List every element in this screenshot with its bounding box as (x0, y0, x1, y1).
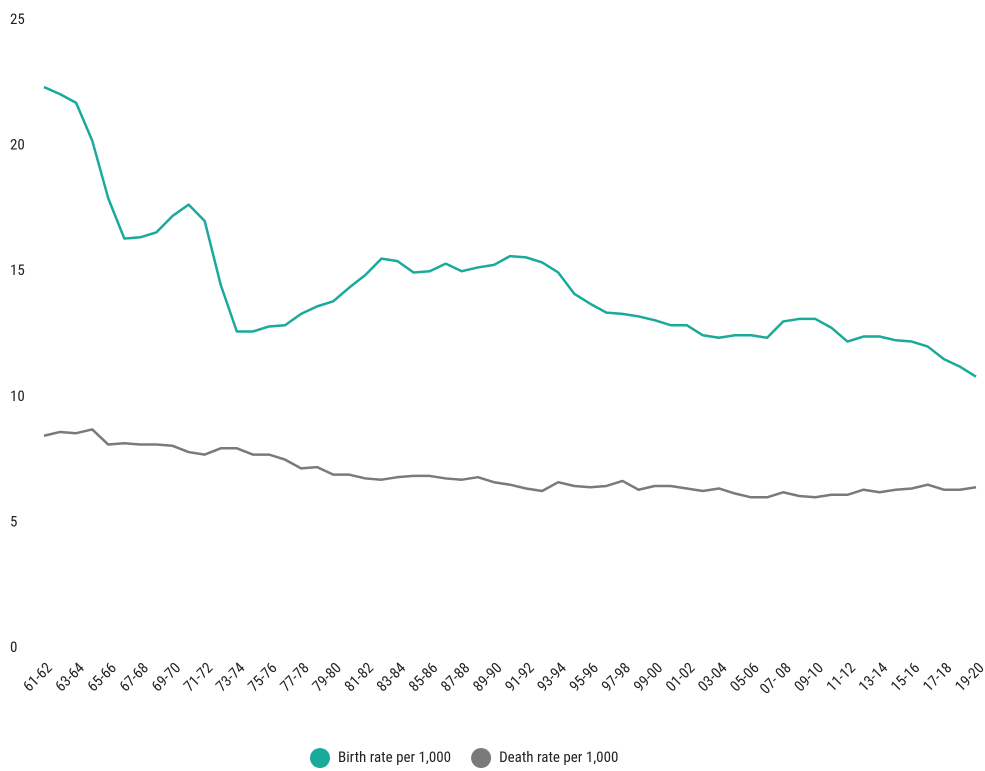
x-tick-label: 81-82 (341, 659, 377, 695)
x-tick-label: 97-98 (598, 659, 634, 695)
legend-marker (471, 748, 492, 768)
x-tick-label: 69-70 (148, 659, 184, 695)
legend-label: Birth rate per 1,000 (338, 748, 451, 766)
x-tick-label: 79-80 (309, 659, 345, 695)
y-tick-label: 5 (10, 512, 17, 530)
y-tick-label: 20 (10, 136, 25, 154)
x-tick-label: 65-66 (84, 659, 120, 695)
x-tick-label: 75-76 (244, 659, 280, 695)
x-tick-label: 19-20 (951, 659, 985, 695)
x-tick-label: 07- 08 (756, 659, 795, 698)
x-tick-label: 91-92 (501, 659, 537, 695)
x-tick-label: 89-90 (469, 659, 505, 695)
x-tick-label: 71-72 (180, 659, 216, 695)
y-tick-label: 25 (10, 10, 25, 28)
x-tick-label: 09-10 (791, 659, 827, 695)
legend-label: Death rate per 1,000 (499, 748, 618, 766)
x-tick-label: 05-06 (726, 659, 762, 695)
x-tick-label: 73-74 (212, 659, 248, 695)
x-tick-label: 13-14 (855, 659, 891, 695)
y-tick-label: 10 (10, 387, 25, 405)
x-tick-label: 87-88 (437, 659, 473, 695)
x-tick-label: 67-68 (116, 659, 152, 695)
line (43, 85, 977, 378)
x-tick-label: 99-00 (630, 659, 666, 695)
x-tick-label: 11-12 (823, 659, 859, 695)
x-tick-label: 77-78 (276, 659, 312, 695)
y-tick-label: 0 (10, 638, 17, 656)
x-tick-label: 93-94 (534, 659, 570, 695)
x-tick-label: 63-64 (51, 659, 87, 695)
x-tick-label: 17-18 (919, 659, 955, 695)
x-tick-label: 95-96 (566, 659, 602, 695)
x-tick-label: 01-02 (662, 659, 698, 695)
line (43, 428, 977, 499)
x-tick-label: 83-84 (373, 659, 409, 695)
x-tick-label: 15-16 (887, 659, 923, 695)
y-tick-label: 15 (10, 261, 25, 279)
x-tick-label: 85-86 (405, 659, 441, 695)
legend-marker (310, 748, 330, 768)
x-tick-label: 03-04 (694, 659, 730, 695)
x-tick-label: 61-62 (19, 659, 55, 695)
